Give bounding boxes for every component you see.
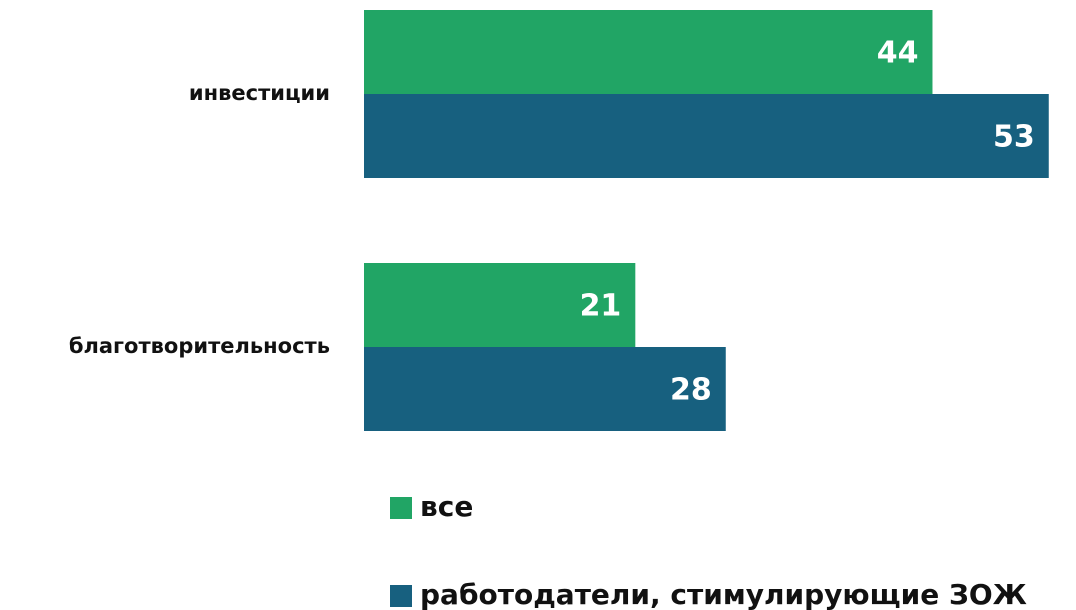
bar [364, 10, 933, 94]
value-label: 44 [877, 36, 919, 71]
category-label: благотворительность [69, 334, 330, 358]
legend-swatch [390, 497, 412, 519]
bar [364, 347, 726, 431]
bar [364, 263, 636, 347]
value-label: 21 [580, 289, 622, 324]
value-label: 53 [993, 120, 1035, 155]
legend-label: работодатели, стимулирующие ЗОЖ [420, 578, 1027, 610]
legend-swatch [390, 585, 412, 607]
value-label: 28 [670, 373, 712, 408]
bar [364, 94, 1049, 178]
legend-label: все [420, 490, 473, 523]
category-label: инвестиции [189, 81, 330, 105]
